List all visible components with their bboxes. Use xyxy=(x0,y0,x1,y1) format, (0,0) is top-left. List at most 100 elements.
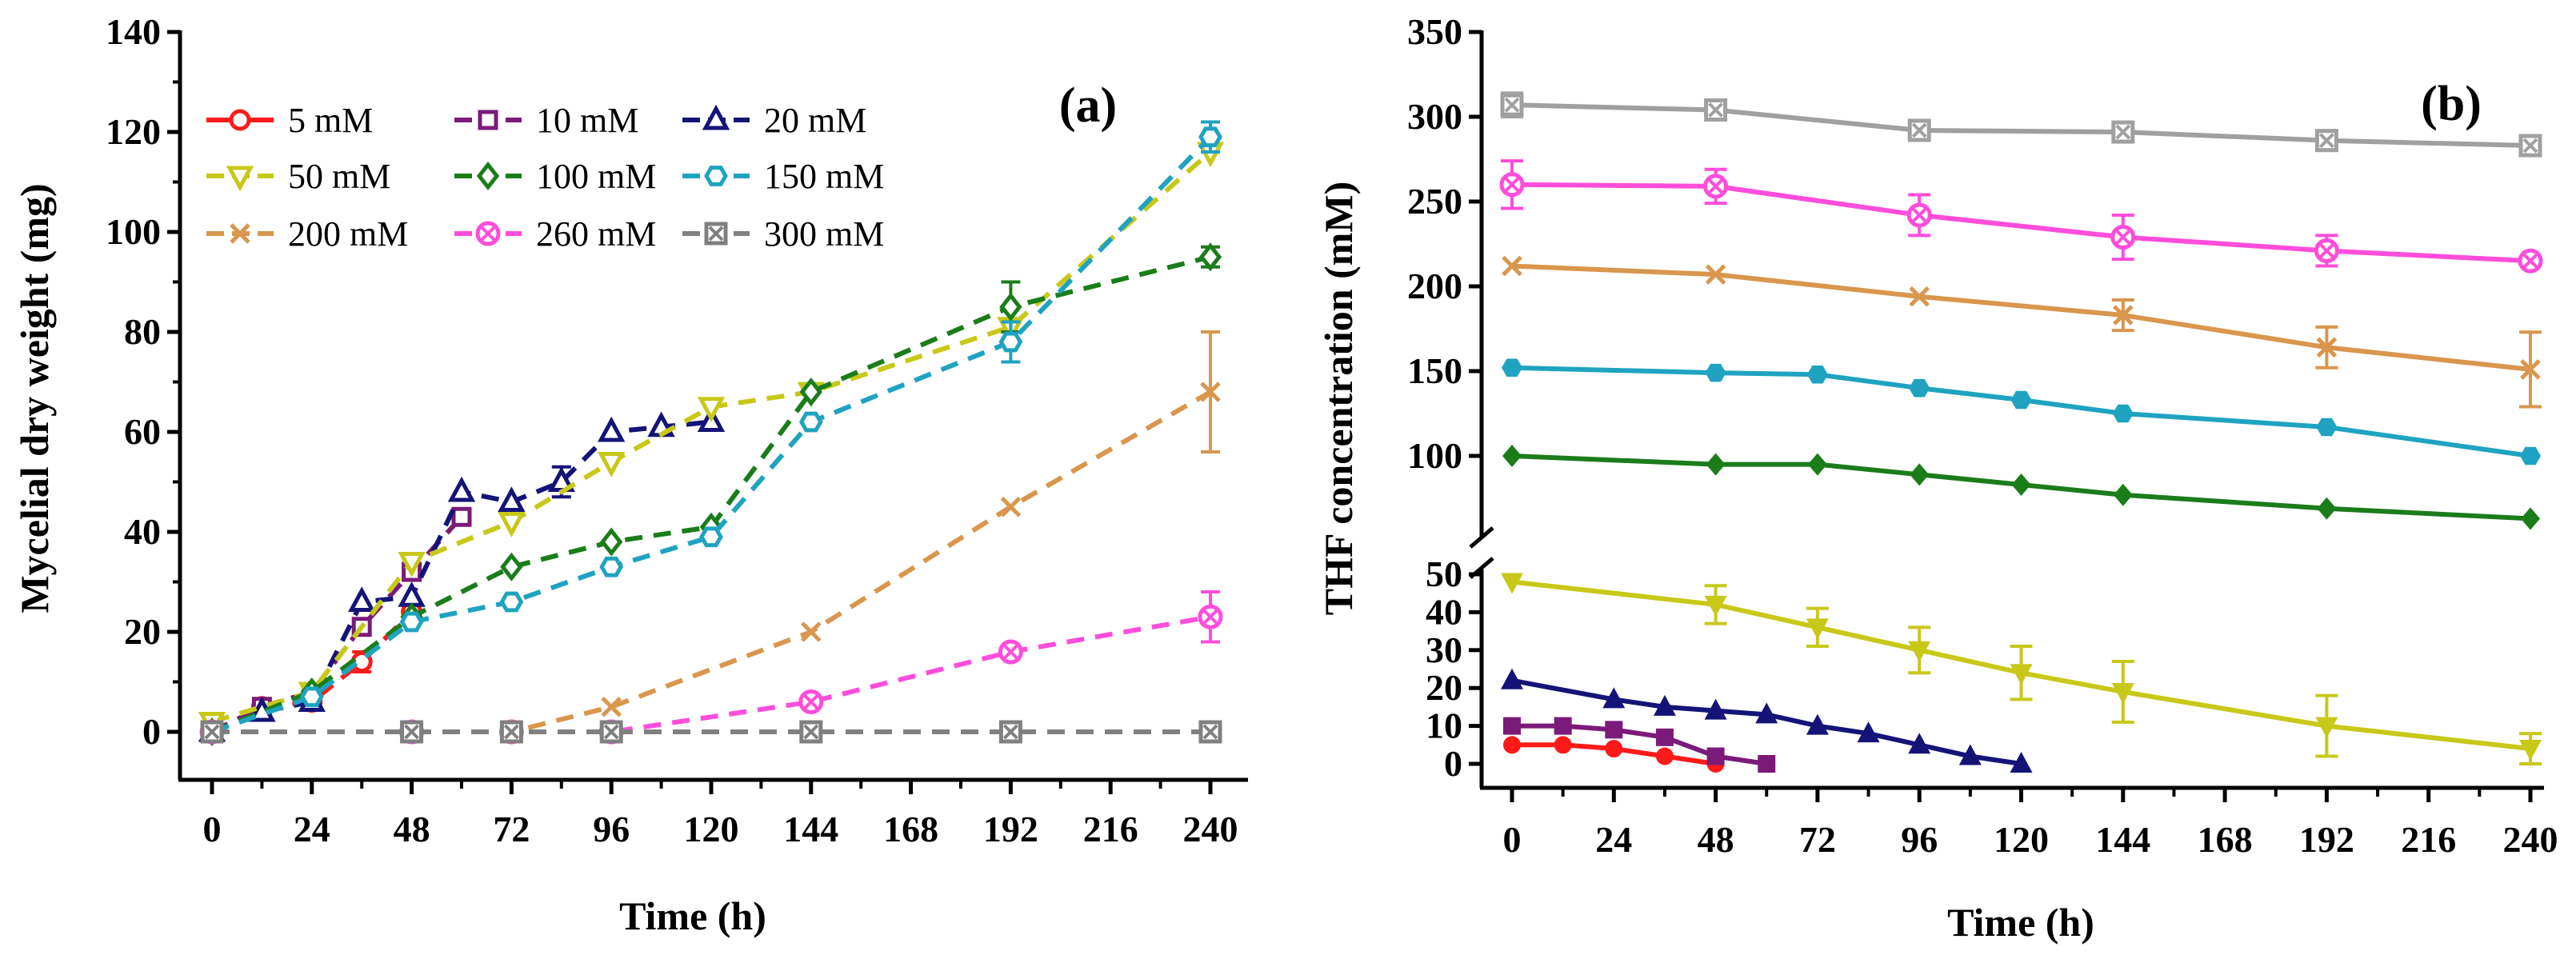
panel-a-x-tick-label: 216 xyxy=(1083,809,1138,849)
panel-a-data-point xyxy=(599,720,623,744)
panel-a-data-point xyxy=(499,720,523,744)
panel-a-legend-marker xyxy=(704,222,728,246)
panel-a-legend-label: 260 mM xyxy=(536,214,656,254)
panel-b-x-tick-label: 24 xyxy=(1595,819,1632,860)
panel-b-series-line xyxy=(1511,454,2531,521)
panel-a-y-tick-label: 80 xyxy=(124,311,161,352)
panel-a-legend-item-20-mm: 20 mM xyxy=(682,101,866,140)
panel-b-data-point xyxy=(2519,740,2542,761)
panel-a-x-tick-label: 240 xyxy=(1183,809,1238,849)
panel-b-data-point xyxy=(2111,682,2134,704)
panel-b-data-point xyxy=(1602,687,1626,709)
panel-b-y-tick-label: 250 xyxy=(1407,181,1462,222)
panel-a-series-5-mm xyxy=(201,600,423,743)
panel-b-data-point xyxy=(1501,668,1523,689)
panel-a-data-point xyxy=(1198,720,1222,744)
panel-b-y-tick-label: 0 xyxy=(1444,743,1462,784)
panel-b-xlabel: Time (h) xyxy=(1947,900,2094,945)
panel-b-data-point xyxy=(2010,664,2033,685)
panel-a-x-tick-label: 192 xyxy=(983,809,1038,849)
panel-b-data-point xyxy=(1704,595,1727,617)
panel-b-chart: THF concentration (mM) Time (h) (b) 1001… xyxy=(1316,11,2558,945)
panel-b-data-point xyxy=(1500,93,1524,117)
panel-b-data-point xyxy=(1704,98,1728,122)
panel-b-data-point xyxy=(2113,305,2134,326)
panel-b-series-200-mm xyxy=(1502,255,2542,409)
panel-b-x-tick-label: 168 xyxy=(2198,819,2253,860)
panel-b-data-point xyxy=(1755,702,1778,724)
panel-b-data-point xyxy=(1501,573,1523,594)
panel-b-series-50-mm xyxy=(1501,573,2542,765)
panel-a-xlabel: Time (h) xyxy=(619,893,766,938)
panel-b-data-point xyxy=(1503,736,1521,754)
panel-b-series-10-mm xyxy=(1503,717,1776,773)
panel-a-y-tick-label: 0 xyxy=(142,711,161,752)
panel-b-data-point xyxy=(2520,359,2541,380)
panel-a-x-tick-label: 48 xyxy=(394,809,430,849)
panel-a-x-tick-label: 72 xyxy=(493,809,530,849)
panel-b-data-point xyxy=(1806,713,1829,735)
panel-a-legend-label: 5 mM xyxy=(288,101,373,140)
panel-a-label: (a) xyxy=(1059,78,1117,133)
panel-a-data-point xyxy=(399,611,424,633)
panel-a-data-point xyxy=(601,696,622,717)
panel-b-data-point xyxy=(1908,641,1931,662)
panel-a-y-tick-label: 120 xyxy=(106,111,161,152)
panel-b-series-line xyxy=(1511,677,2022,766)
panel-b-data-point xyxy=(1807,453,1827,476)
panel-b-data-point xyxy=(1655,747,1674,765)
panel-b-y-tick-label: 50 xyxy=(1426,553,1462,594)
panel-b-data-point xyxy=(2317,497,2337,520)
panel-a-x-tick-label: 24 xyxy=(294,809,330,849)
panel-b-data-point xyxy=(2314,129,2338,153)
panel-b-x-tick-label: 240 xyxy=(2503,819,2558,860)
panel-a-legend-item-50-mm: 50 mM xyxy=(206,157,390,196)
panel-a-data-point xyxy=(1198,242,1222,272)
panel-a-data-point xyxy=(599,556,624,577)
panel-a-data-point xyxy=(299,686,324,708)
panel-a-x-tick-label: 144 xyxy=(783,809,838,849)
panel-a-legend-marker xyxy=(229,109,251,131)
panel-a-data-point xyxy=(451,506,472,527)
panel-a-data-point xyxy=(998,639,1023,665)
panel-a-chart: Mycelial dry weight (mg) Time (h) (a) 0 2… xyxy=(12,11,1248,938)
panel-b-series-150-mm xyxy=(1502,358,2541,466)
panel-b-x-tick-label: 216 xyxy=(2401,819,2456,860)
panel-b-data-point xyxy=(2520,446,2541,466)
panel-a-data-point xyxy=(447,476,476,502)
panel-b-data-point xyxy=(1857,721,1880,743)
panel-b-series-line xyxy=(1511,579,2531,752)
panel-b-series-20-mm xyxy=(1501,668,2033,773)
panel-b-data-point xyxy=(1706,747,1725,765)
panel-a-legend-marker xyxy=(478,110,498,130)
panel-a-data-point xyxy=(798,411,823,433)
panel-a-legend-item-100-mm: 100 mM xyxy=(454,157,656,196)
panel-b-data-point xyxy=(1909,378,1930,398)
panel-b-data-point xyxy=(1906,202,1932,228)
panel-a-legend-item-300-mm: 300 mM xyxy=(682,214,884,254)
panel-b-data-point xyxy=(2010,752,2033,773)
panel-a-legend-item-10-mm: 10 mM xyxy=(454,101,638,140)
panel-b-data-point xyxy=(1908,733,1931,754)
panel-a-y-tick-label: 100 xyxy=(106,211,161,252)
panel-b-y-tick-label: 200 xyxy=(1407,266,1462,306)
panel-a-legend-item-5-mm: 5 mM xyxy=(206,101,373,140)
panel-b-data-point xyxy=(2518,134,2542,158)
panel-b-data-point xyxy=(2521,507,2540,530)
panel-b-data-point xyxy=(1655,728,1674,746)
panel-a-data-point xyxy=(498,512,526,537)
panel-a-y-tick-label: 20 xyxy=(124,611,161,652)
panel-a-data-point xyxy=(499,591,524,613)
panel-a-data-point xyxy=(1198,126,1222,148)
panel-b-x-tick-label: 192 xyxy=(2299,819,2354,860)
panel-a-data-point xyxy=(1200,382,1221,402)
panel-b-data-point xyxy=(1706,453,1726,476)
panel-a-data-point xyxy=(799,377,822,407)
panel-b-series-5-mm xyxy=(1503,736,1725,773)
panel-a-data-point xyxy=(998,331,1023,353)
panel-b-data-point xyxy=(2316,337,2338,358)
panel-b-data-point xyxy=(1554,717,1572,735)
panel-b-x-tick-label: 48 xyxy=(1698,819,1734,860)
panel-a-series-20-mm xyxy=(198,406,726,742)
